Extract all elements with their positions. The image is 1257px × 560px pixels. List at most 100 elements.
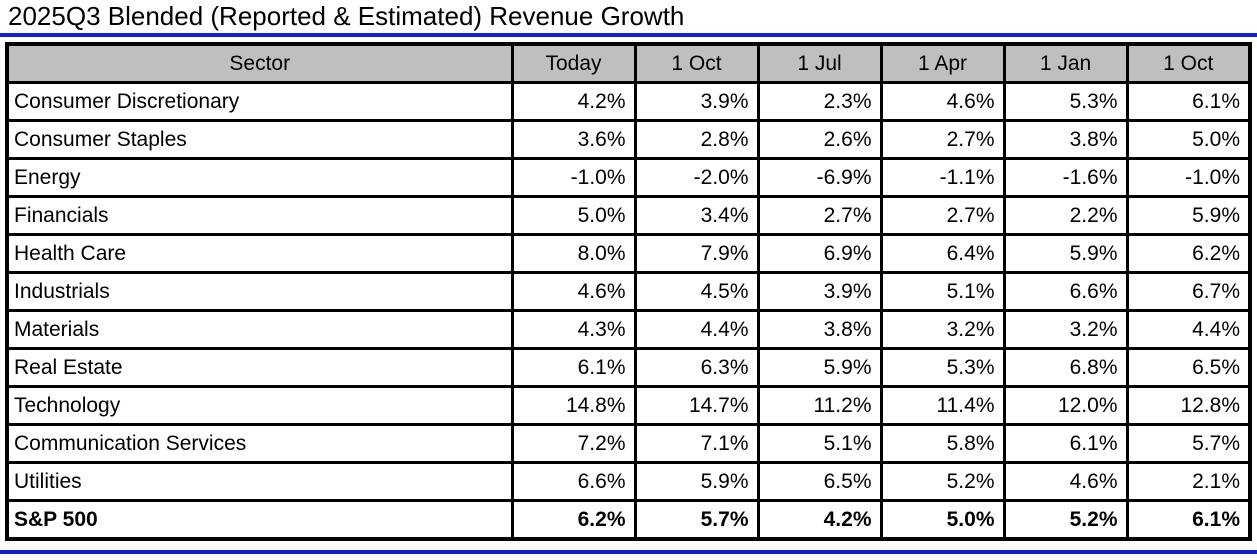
value-cell: 7.1% [633, 423, 760, 464]
value-cell: 14.8% [510, 385, 637, 426]
sector-name-cell: Communication Services [5, 423, 514, 464]
value-cell: 5.0% [1125, 119, 1252, 160]
value-cell: 8.0% [510, 233, 637, 274]
sector-name-cell: S&P 500 [5, 499, 514, 541]
column-header-1-jul: 1 Jul [756, 42, 883, 84]
value-cell: 3.9% [633, 81, 760, 122]
value-cell: 5.9% [1125, 195, 1252, 236]
value-cell: 6.5% [1125, 347, 1252, 388]
value-cell: -1.1% [879, 157, 1006, 198]
sector-name-cell: Real Estate [5, 347, 514, 388]
value-cell: 3.2% [1002, 309, 1129, 350]
value-cell: 2.7% [756, 195, 883, 236]
value-cell: 2.2% [1002, 195, 1129, 236]
sector-name-cell: Industrials [5, 271, 514, 312]
table-row: Technology 14.8% 14.7% 11.2% 11.4% 12.0% 12.8% [5, 385, 1252, 426]
value-cell: 2.7% [879, 195, 1006, 236]
revenue-growth-table: Sector Today 1 Oct 1 Jul 1 Apr 1 Jan 1 Oct Con… [5, 42, 1252, 541]
table-row: Financials 5.0% 3.4% 2.7% 2.7% 2.2% 5.9% [5, 195, 1252, 236]
value-cell: 2.3% [756, 81, 883, 122]
value-cell: 5.0% [879, 499, 1006, 541]
value-cell: 5.1% [756, 423, 883, 464]
column-header-today: Today [510, 42, 637, 84]
value-cell: 6.1% [1125, 499, 1252, 541]
value-cell: 14.7% [633, 385, 760, 426]
value-cell: -1.0% [510, 157, 637, 198]
table-header-row: Sector Today 1 Oct 1 Jul 1 Apr 1 Jan 1 Oct [5, 42, 1252, 84]
value-cell: 3.6% [510, 119, 637, 160]
value-cell: 6.6% [1002, 271, 1129, 312]
value-cell: 2.8% [633, 119, 760, 160]
value-cell: 4.2% [756, 499, 883, 541]
value-cell: 6.1% [1125, 81, 1252, 122]
sector-name-cell: Energy [5, 157, 514, 198]
value-cell: 7.9% [633, 233, 760, 274]
sector-name-cell: Technology [5, 385, 514, 426]
value-cell: 5.2% [879, 461, 1006, 502]
bottom-underline [0, 550, 1257, 554]
column-header-1-apr: 1 Apr [879, 42, 1006, 84]
table-row: Communication Services 7.2% 7.1% 5.1% 5.8% 6.… [5, 423, 1252, 464]
table-row: Energy -1.0% -2.0% -6.9% -1.1% -1.6% -1.0% [5, 157, 1252, 198]
table-row: S&P 500 6.2% 5.7% 4.2% 5.0% 5.2% 6.1% [5, 499, 1252, 541]
table-row: Materials 4.3% 4.4% 3.8% 3.2% 3.2% 4.4% [5, 309, 1252, 350]
value-cell: 6.8% [1002, 347, 1129, 388]
sector-name-cell: Health Care [5, 233, 514, 274]
value-cell: 2.1% [1125, 461, 1252, 502]
value-cell: 11.2% [756, 385, 883, 426]
value-cell: 5.8% [879, 423, 1006, 464]
value-cell: 6.5% [756, 461, 883, 502]
value-cell: 5.9% [756, 347, 883, 388]
column-header-1-oct: 1 Oct [633, 42, 760, 84]
value-cell: -2.0% [633, 157, 760, 198]
value-cell: 12.0% [1002, 385, 1129, 426]
value-cell: 5.9% [633, 461, 760, 502]
page-title: 2025Q3 Blended (Reported & Estimated) Re… [8, 1, 685, 31]
value-cell: 6.3% [633, 347, 760, 388]
value-cell: 4.4% [633, 309, 760, 350]
table-row: Consumer Staples 3.6% 2.8% 2.6% 2.7% 3.8% 5.0% [5, 119, 1252, 160]
value-cell: 6.1% [510, 347, 637, 388]
value-cell: 3.9% [756, 271, 883, 312]
value-cell: 12.8% [1125, 385, 1252, 426]
value-cell: 7.2% [510, 423, 637, 464]
table-row: Health Care 8.0% 7.9% 6.9% 6.4% 5.9% 6.2% [5, 233, 1252, 274]
value-cell: 5.1% [879, 271, 1006, 312]
value-cell: 5.9% [1002, 233, 1129, 274]
value-cell: 4.6% [879, 81, 1006, 122]
sector-name-cell: Consumer Discretionary [5, 81, 514, 122]
table-row: Industrials 4.6% 4.5% 3.9% 5.1% 6.6% 6.7% [5, 271, 1252, 312]
value-cell: 2.7% [879, 119, 1006, 160]
value-cell: 4.3% [510, 309, 637, 350]
value-cell: -6.9% [756, 157, 883, 198]
value-cell: 6.4% [879, 233, 1006, 274]
value-cell: 2.6% [756, 119, 883, 160]
value-cell: 3.8% [1002, 119, 1129, 160]
table-row: Consumer Discretionary 4.2% 3.9% 2.3% 4.6% 5.… [5, 81, 1252, 122]
sector-name-cell: Financials [5, 195, 514, 236]
value-cell: 5.7% [633, 499, 760, 541]
value-cell: 11.4% [879, 385, 1006, 426]
value-cell: 6.2% [510, 499, 637, 541]
value-cell: 5.2% [1002, 499, 1129, 541]
value-cell: -1.6% [1002, 157, 1129, 198]
value-cell: 5.7% [1125, 423, 1252, 464]
value-cell: 5.3% [1002, 81, 1129, 122]
column-header-1-oct: 1 Oct [1125, 42, 1252, 84]
sector-name-cell: Materials [5, 309, 514, 350]
value-cell: 6.1% [1002, 423, 1129, 464]
value-cell: 3.8% [756, 309, 883, 350]
value-cell: 4.6% [1002, 461, 1129, 502]
table-row: Utilities 6.6% 5.9% 6.5% 5.2% 4.6% 2.1% [5, 461, 1252, 502]
table-row: Real Estate 6.1% 6.3% 5.9% 5.3% 6.8% 6.5% [5, 347, 1252, 388]
value-cell: 6.2% [1125, 233, 1252, 274]
column-header-sector: Sector [5, 42, 514, 84]
title-underline [0, 33, 1257, 37]
value-cell: 3.2% [879, 309, 1006, 350]
table-body: Consumer Discretionary 4.2% 3.9% 2.3% 4.6% 5.… [5, 81, 1252, 541]
value-cell: 6.6% [510, 461, 637, 502]
value-cell: 3.4% [633, 195, 760, 236]
sector-name-cell: Consumer Staples [5, 119, 514, 160]
value-cell: 4.6% [510, 271, 637, 312]
